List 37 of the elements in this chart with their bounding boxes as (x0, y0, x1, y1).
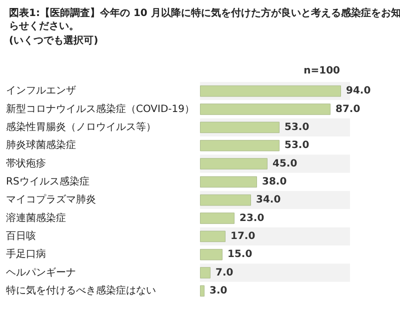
data-label: 3.0 (210, 285, 228, 296)
data-label: 45.0 (272, 158, 298, 170)
y-tick-label: マイコプラズマ肺炎 (6, 194, 96, 206)
y-tick-label: 手足口病 (6, 248, 46, 260)
data-label: 15.0 (228, 249, 252, 260)
data-label: 7.0 (216, 267, 234, 278)
bar (200, 122, 280, 134)
bar (200, 194, 251, 206)
bar (200, 248, 222, 260)
data-label: 23.0 (240, 212, 264, 224)
y-tick-label: 特に気を付けるべき感染症はない (6, 284, 156, 296)
data-label: 17.0 (230, 230, 256, 242)
data-label: 34.0 (256, 194, 281, 206)
y-tick-label: 感染性胃腸炎（ノロウイルス等） (6, 120, 156, 133)
y-tick-label: RSウイルス感染症 (6, 175, 90, 188)
chart-title: 図表1:【医師調査】今年の 10 月以降に特に気を付けた方が良いと考える感染症をお知らせください。 (9, 7, 400, 32)
data-label: 87.0 (336, 104, 360, 115)
data-label: 38.0 (262, 176, 287, 188)
data-label: 94.0 (346, 86, 371, 97)
data-label: 53.0 (284, 140, 310, 152)
y-tick-label: インフルエンザ (6, 86, 76, 97)
bar (200, 267, 210, 278)
text: (いくつでも選択可) (9, 34, 98, 46)
bar (200, 212, 234, 224)
bar (200, 140, 280, 152)
y-tick-label: 肺炎球菌感染症 (6, 139, 76, 152)
y-tick-label: ヘルパンギーナ (6, 266, 76, 278)
bar (200, 158, 268, 170)
bar (200, 285, 204, 297)
y-tick-label: 溶連菌感染症 (6, 212, 66, 224)
bar (200, 176, 257, 188)
data-label: 53.0 (284, 122, 310, 133)
y-tick-label: 百日咳 (6, 230, 36, 242)
text: n=100 (304, 66, 340, 76)
y-tick-label: 新型コロナウイルス感染症（COVID-19） (6, 102, 195, 115)
bar (200, 230, 226, 242)
y-tick-label: 帯状疱疹 (6, 157, 46, 170)
